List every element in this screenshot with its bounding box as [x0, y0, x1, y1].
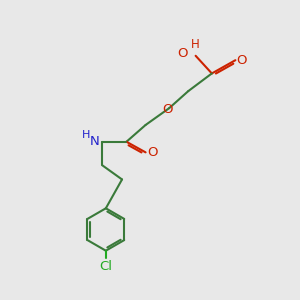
Text: O: O: [177, 47, 188, 60]
Text: O: O: [162, 103, 173, 116]
Text: H: H: [191, 38, 200, 51]
Text: Cl: Cl: [99, 260, 112, 273]
Text: O: O: [147, 146, 157, 159]
Text: O: O: [237, 54, 247, 67]
Text: H: H: [82, 130, 90, 140]
Text: N: N: [90, 135, 100, 148]
